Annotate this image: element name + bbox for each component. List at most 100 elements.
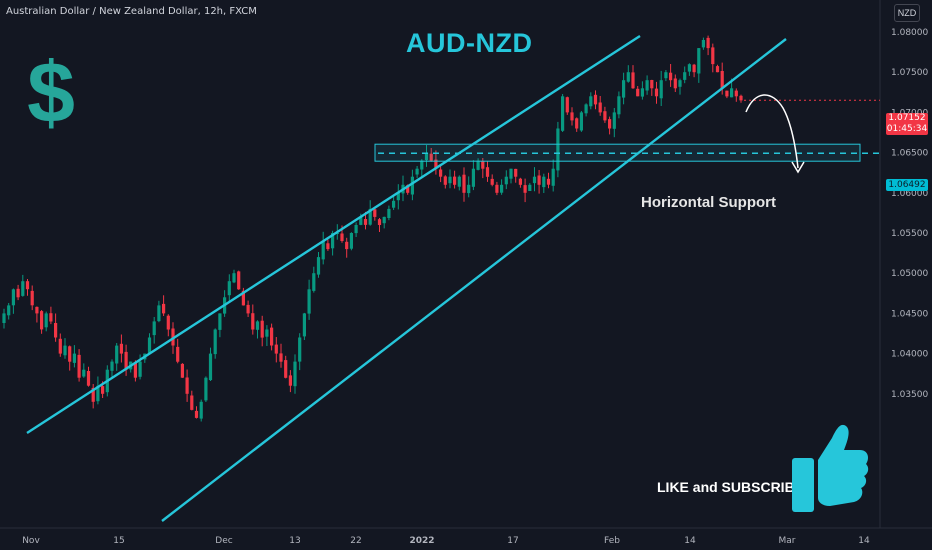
candle-body (171, 328, 175, 346)
candle-body (640, 88, 644, 97)
candle-body (302, 313, 306, 337)
candle-body (561, 96, 565, 131)
candle-body (251, 313, 255, 330)
candle-body (21, 281, 25, 296)
candle-body (626, 72, 630, 82)
candle-body (659, 80, 663, 99)
candle-body (603, 111, 607, 121)
candle-body (471, 168, 475, 187)
candle-body (72, 353, 76, 363)
candle-body (321, 241, 325, 260)
candle-body (331, 233, 335, 249)
candle-body (382, 216, 386, 224)
candle-body (274, 344, 278, 354)
candle-body (711, 47, 715, 65)
candle-body (410, 176, 414, 195)
candle-body (546, 178, 551, 185)
candle-body (373, 209, 377, 217)
candle-body (96, 385, 100, 402)
symbol-title[interactable]: Australian Dollar / New Zealand Dollar, … (6, 6, 257, 17)
x-tick-label: Nov (22, 536, 40, 546)
candle-body (476, 160, 480, 170)
candle-body (204, 377, 208, 401)
current-price-value: 1.07152 (888, 113, 926, 123)
candle-body (654, 88, 659, 97)
channel-upper-line[interactable] (26, 34, 641, 435)
candle-body (734, 90, 738, 97)
support-zone-box[interactable] (374, 143, 861, 162)
candle-body (481, 161, 485, 169)
candle-body (298, 337, 302, 362)
candle-body (86, 371, 91, 386)
candle-body (227, 281, 231, 296)
candle-body (589, 96, 593, 107)
candle-body (584, 104, 588, 114)
candle-body (617, 96, 621, 115)
candle-body (359, 216, 363, 225)
x-tick-label: 15 (113, 536, 124, 546)
y-tick-label: 1.08000 (891, 28, 928, 38)
candle-body (706, 37, 710, 49)
candle-body (326, 243, 330, 250)
candle-body (44, 313, 48, 328)
candle-body (7, 305, 11, 316)
candle-body (293, 361, 297, 387)
candle-body (246, 304, 250, 314)
x-tick-label: 13 (289, 536, 300, 546)
candles-group (2, 35, 743, 422)
x-tick-label: Mar (779, 536, 796, 546)
candle-body (180, 363, 184, 378)
candle-body (49, 313, 53, 322)
candle-body (354, 225, 358, 234)
candle-body (406, 185, 410, 193)
channel-lower-line[interactable] (161, 38, 787, 522)
candle-body (284, 360, 288, 378)
candle-body (608, 119, 612, 129)
currency-button[interactable]: NZD (894, 4, 920, 22)
candle-body (720, 71, 724, 89)
candle-body (312, 273, 316, 291)
candle-body (485, 167, 490, 177)
candle-body (340, 233, 344, 241)
candle-body (349, 233, 353, 249)
candle-body (697, 48, 701, 74)
x-tick-label: 17 (507, 536, 518, 546)
candle-body (551, 168, 555, 186)
arrow-head-icon (791, 161, 805, 174)
candle-body (453, 176, 457, 185)
candle-body (162, 303, 166, 314)
candle-body (678, 80, 682, 87)
candle-body (316, 257, 321, 275)
candle-body (101, 386, 105, 394)
candle-body (565, 97, 569, 113)
candle-body (208, 353, 213, 381)
candle-body (715, 66, 720, 73)
candle-body (537, 175, 541, 185)
candle-body (392, 200, 396, 208)
y-tick-label: 1.04000 (891, 350, 928, 360)
candle-body (556, 128, 560, 171)
candle-body (2, 313, 6, 323)
candle-body (91, 387, 95, 402)
candle-body (124, 351, 128, 370)
candle-body (270, 327, 274, 346)
y-tick-label: 1.05000 (891, 269, 928, 279)
candle-body (598, 102, 602, 113)
candle-body (509, 168, 513, 179)
candle-body (40, 311, 44, 330)
candle-body (133, 362, 137, 378)
candle-body (504, 176, 508, 185)
candle-body (387, 208, 391, 218)
x-tick-label: 22 (350, 536, 361, 546)
candle-body (542, 176, 546, 188)
candle-body (157, 305, 161, 322)
candle-body (345, 241, 349, 250)
y-tick-label: 1.03500 (891, 390, 928, 400)
candle-body (434, 159, 438, 169)
x-tick-label: Feb (604, 536, 620, 546)
candle-body (63, 345, 67, 356)
chart-title: AUD-NZD (406, 28, 533, 58)
candle-body (673, 78, 677, 89)
candle-body (645, 80, 649, 91)
